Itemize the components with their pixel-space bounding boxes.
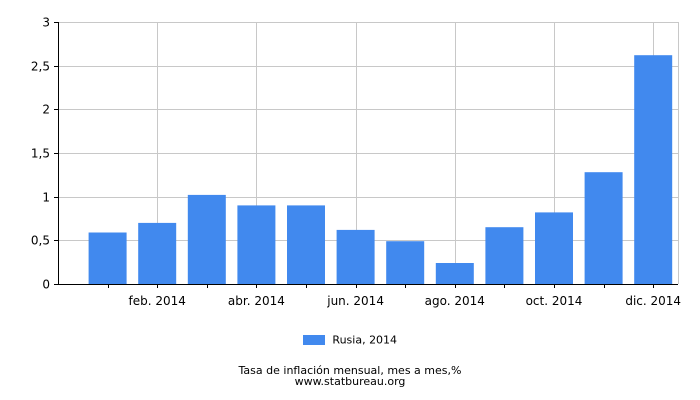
bar-feb-2014 (138, 222, 177, 284)
x-tick-label: oct. 2014 (526, 294, 583, 308)
bar-jul-2014 (386, 241, 425, 284)
bar-abr-2014 (237, 205, 276, 284)
x-tick-label: ago. 2014 (425, 294, 485, 308)
x-tick-label: abr. 2014 (228, 294, 285, 308)
y-tick-label: 1 (42, 191, 50, 205)
bar-nov-2014 (584, 172, 623, 284)
y-tick-label: 2,5 (31, 60, 50, 74)
legend-label: Rusia, 2014 (332, 333, 398, 347)
y-tick-label: 3 (42, 16, 50, 30)
bar-dic-2014 (634, 55, 673, 285)
bar-may-2014 (287, 205, 325, 284)
bar-oct-2014 (535, 212, 573, 284)
bar-sep-2014 (485, 227, 524, 284)
legend: Rusia, 2014 (0, 333, 700, 347)
y-tick-label: 2 (42, 103, 50, 117)
legend-swatch (302, 335, 325, 345)
bar-ene-2014 (88, 232, 127, 284)
chart-source: www.statbureau.org (294, 375, 406, 388)
x-tick-label: jun. 2014 (326, 294, 384, 308)
y-tick-label: 0,5 (31, 234, 50, 248)
bar-mar-2014 (187, 194, 226, 284)
x-tick-label: dic. 2014 (625, 294, 681, 308)
bar-chart: 0 0,5 1 1,5 2 2,5 3 feb. 2014 abr. 2014 jun. 2014… (31, 16, 681, 309)
y-tick-label: 0 (42, 278, 50, 292)
bar-jun-2014 (336, 229, 375, 284)
y-tick-label: 1,5 (31, 147, 50, 161)
chart-title: Tasa de inflación mensual, mes a mes,% (238, 364, 462, 377)
bar-ago-2014 (435, 263, 474, 284)
x-tick-label: feb. 2014 (128, 294, 185, 308)
